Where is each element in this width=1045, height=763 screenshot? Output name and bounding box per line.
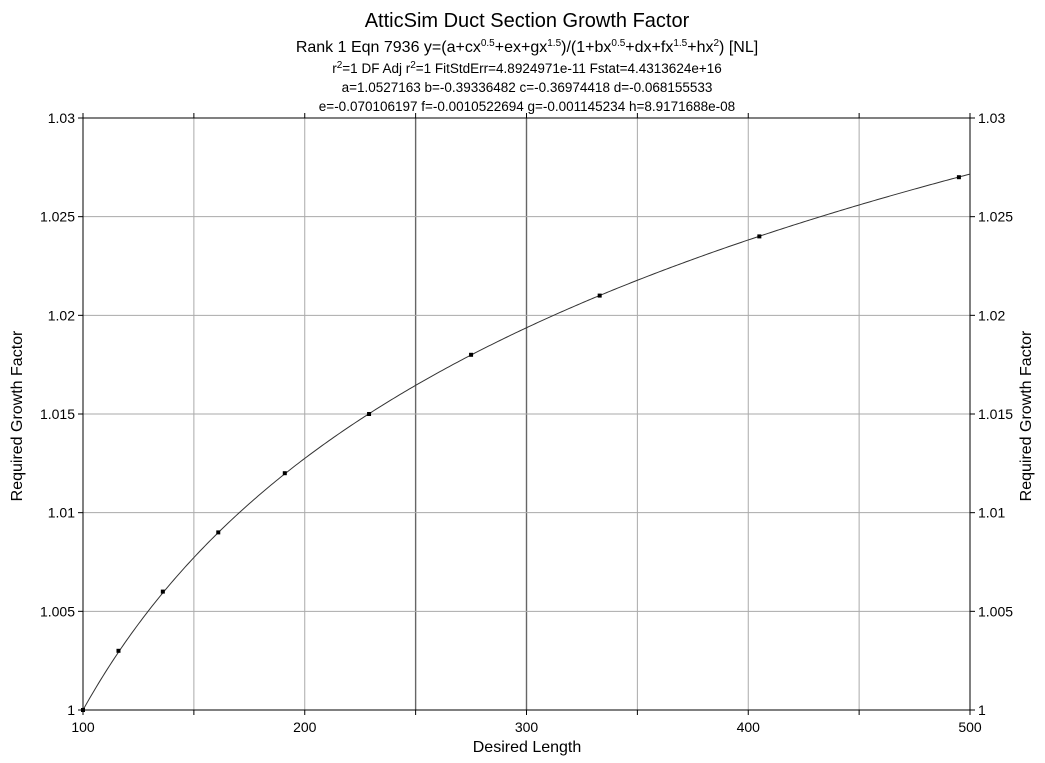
axis-ticks bbox=[78, 113, 975, 715]
y-tick-label-left: 1.015 bbox=[40, 406, 75, 422]
y-tick-label-right: 1 bbox=[978, 702, 986, 718]
data-point bbox=[597, 293, 602, 298]
coefficients-line-1: a=1.0527163 b=-0.39336482 c=-0.36974418 … bbox=[342, 80, 713, 95]
y-tick-label-right: 1.015 bbox=[978, 406, 1013, 422]
grid-lines bbox=[83, 118, 970, 710]
x-axis-label: Desired Length bbox=[473, 739, 582, 756]
y-tick-label-left: 1.025 bbox=[40, 209, 75, 225]
data-point bbox=[757, 234, 762, 239]
y-axis-label-left: Required Growth Factor bbox=[9, 330, 26, 501]
y-tick-label-left: 1.02 bbox=[48, 307, 75, 323]
x-tick-label: 200 bbox=[293, 719, 317, 735]
plot-frame bbox=[82, 117, 971, 711]
y-tick-label-right: 1.02 bbox=[978, 307, 1005, 323]
data-point bbox=[160, 589, 165, 594]
data-points bbox=[81, 175, 961, 712]
y-axis-label-right: Required Growth Factor bbox=[1018, 330, 1035, 501]
tick-labels: 1 1 1.005 1.005 1.01 1.01 1.015 1.015 1.02 1.02 1.… bbox=[40, 110, 1013, 735]
x-tick-label: 100 bbox=[71, 719, 95, 735]
data-point bbox=[116, 648, 121, 653]
y-tick-label-left: 1.005 bbox=[40, 603, 75, 619]
data-point bbox=[81, 708, 85, 712]
y-tick-label-left: 1 bbox=[67, 702, 75, 718]
x-tick-label: 400 bbox=[737, 719, 761, 735]
y-tick-label-left: 1.03 bbox=[48, 110, 75, 126]
data-point bbox=[367, 412, 372, 416]
y-tick-label-right: 1.025 bbox=[978, 209, 1013, 225]
fit-statistics: r2=1 DF Adj r2=1 FitStdErr=4.8924971e-11… bbox=[332, 60, 722, 76]
fit-curve bbox=[82, 173, 971, 711]
x-tick-label: 300 bbox=[515, 719, 539, 735]
x-tick-label: 500 bbox=[958, 719, 982, 735]
data-point bbox=[469, 352, 474, 357]
data-point bbox=[282, 471, 287, 476]
equation-line: Rank 1 Eqn 7936 y=(a+cx0.5+ex+gx1.5)/(1+… bbox=[296, 38, 758, 56]
y-tick-label-left: 1.01 bbox=[48, 505, 75, 521]
chart-title: AtticSim Duct Section Growth Factor bbox=[365, 10, 690, 32]
y-tick-label-right: 1.03 bbox=[978, 110, 1005, 126]
data-point bbox=[216, 530, 221, 535]
data-point bbox=[956, 175, 961, 180]
y-tick-label-right: 1.01 bbox=[978, 505, 1005, 521]
y-tick-label-right: 1.005 bbox=[978, 603, 1013, 619]
coefficients-line-2: e=-0.070106197 f=-0.0010522694 g=-0.0011… bbox=[319, 99, 735, 114]
